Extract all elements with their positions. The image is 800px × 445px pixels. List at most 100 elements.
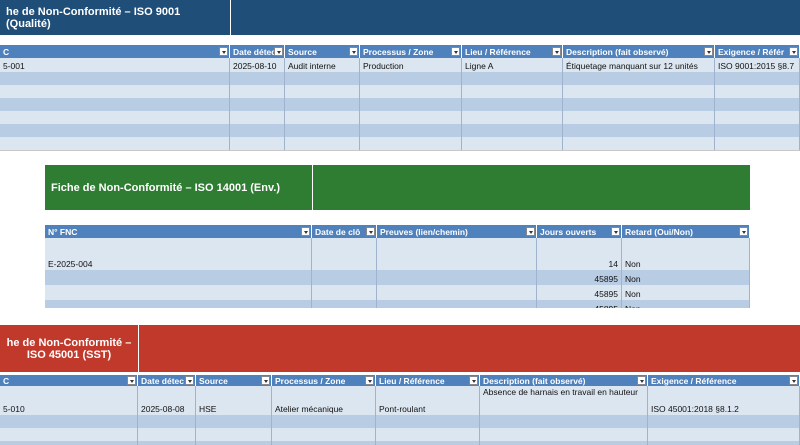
empty-cell xyxy=(563,137,715,150)
filter-button[interactable] xyxy=(219,47,228,56)
empty-cell xyxy=(285,111,360,124)
column-header: C xyxy=(0,45,230,58)
table-cell: Ligne A xyxy=(462,58,563,72)
empty-cell xyxy=(230,111,285,124)
table-cell xyxy=(377,270,537,285)
empty-cell xyxy=(0,124,230,137)
empty-cell xyxy=(285,137,360,150)
column-header: Description (fait observé) xyxy=(563,45,715,58)
table-cell: Non xyxy=(622,300,750,308)
filter-button[interactable] xyxy=(526,227,535,236)
empty-cell xyxy=(376,441,480,445)
filter-button[interactable] xyxy=(611,227,620,236)
table-cell: 5-001 xyxy=(0,58,230,72)
column-header: Exigence / Référ xyxy=(715,45,800,58)
filter-button[interactable] xyxy=(261,376,270,385)
filter-button[interactable] xyxy=(789,47,798,56)
empty-cell xyxy=(360,72,462,85)
empty-cell xyxy=(0,85,230,98)
title-band xyxy=(139,325,800,372)
filter-button[interactable] xyxy=(365,376,374,385)
table-cell: HSE xyxy=(196,386,272,415)
column-header: Description (fait observé) xyxy=(480,375,648,386)
empty-cell xyxy=(0,72,230,85)
empty-cell xyxy=(563,98,715,111)
column-header: Retard (Oui/Non) xyxy=(622,225,750,238)
empty-cell xyxy=(480,441,648,445)
table-cell: 45895 xyxy=(537,270,622,285)
empty-cell xyxy=(462,111,563,124)
empty-cell xyxy=(648,428,800,441)
empty-cell xyxy=(563,85,715,98)
empty-cell xyxy=(360,111,462,124)
filter-button[interactable] xyxy=(274,47,283,56)
empty-cell xyxy=(196,441,272,445)
filter-button[interactable] xyxy=(789,376,798,385)
filter-button[interactable] xyxy=(552,47,561,56)
filter-button[interactable] xyxy=(301,227,310,236)
filter-button[interactable] xyxy=(637,376,646,385)
empty-cell xyxy=(715,72,800,85)
table-cell: ISO 45001:2018 §8.1.2 xyxy=(648,386,800,415)
empty-cell xyxy=(563,72,715,85)
table-cell xyxy=(312,270,377,285)
empty-cell xyxy=(285,98,360,111)
table-cell xyxy=(377,285,537,300)
filter-button[interactable] xyxy=(469,376,478,385)
empty-cell xyxy=(715,137,800,150)
empty-cell xyxy=(360,98,462,111)
empty-cell xyxy=(715,124,800,137)
table-cell: Non xyxy=(622,238,750,270)
filter-button[interactable] xyxy=(451,47,460,56)
empty-cell xyxy=(0,415,138,428)
table-cell xyxy=(45,270,312,285)
empty-cell xyxy=(230,72,285,85)
empty-cell xyxy=(0,98,230,111)
column-header: Processus / Zone xyxy=(360,45,462,58)
table-cell: Production xyxy=(360,58,462,72)
empty-cell xyxy=(480,428,648,441)
column-header: C xyxy=(0,375,138,386)
empty-cell xyxy=(138,441,196,445)
empty-cell xyxy=(462,98,563,111)
empty-cell xyxy=(715,85,800,98)
empty-cell xyxy=(230,98,285,111)
empty-cell xyxy=(285,85,360,98)
column-header: Lieu / Référence xyxy=(376,375,480,386)
table-cell: Absence de harnais en travail en hauteur xyxy=(480,386,648,415)
empty-cell xyxy=(272,441,376,445)
empty-cell xyxy=(230,137,285,150)
table-cell: Audit interne xyxy=(285,58,360,72)
empty-cell xyxy=(196,428,272,441)
filter-button[interactable] xyxy=(127,376,136,385)
filter-button[interactable] xyxy=(739,227,748,236)
filter-button[interactable] xyxy=(185,376,194,385)
table-cell xyxy=(45,300,312,308)
filter-button[interactable] xyxy=(366,227,375,236)
empty-cell xyxy=(360,137,462,150)
empty-cell xyxy=(715,111,800,124)
filter-button[interactable] xyxy=(704,47,713,56)
empty-cell xyxy=(715,98,800,111)
table-cell: Pont-roulant xyxy=(376,386,480,415)
table-panel: Fiche de Non-Conformité – ISO 14001 (Env… xyxy=(45,165,750,308)
table-cell: 14 xyxy=(537,238,622,270)
divider xyxy=(0,150,800,151)
column-header: N° FNC xyxy=(45,225,312,238)
empty-cell xyxy=(138,415,196,428)
empty-cell xyxy=(563,111,715,124)
empty-cell xyxy=(648,441,800,445)
filter-button[interactable] xyxy=(349,47,358,56)
empty-cell xyxy=(648,415,800,428)
empty-cell xyxy=(376,428,480,441)
empty-cell xyxy=(230,124,285,137)
table-cell: 2025-08-08 xyxy=(138,386,196,415)
panel-title: he de Non-Conformité – ISO 9001 (Qualité… xyxy=(0,0,230,35)
column-header: Processus / Zone xyxy=(272,375,376,386)
panel-title: he de Non-Conformité – ISO 45001 (SST) xyxy=(0,325,138,372)
empty-cell xyxy=(462,72,563,85)
title-band xyxy=(231,0,800,35)
table-cell: 45895 xyxy=(537,300,622,308)
table-cell xyxy=(312,238,377,270)
